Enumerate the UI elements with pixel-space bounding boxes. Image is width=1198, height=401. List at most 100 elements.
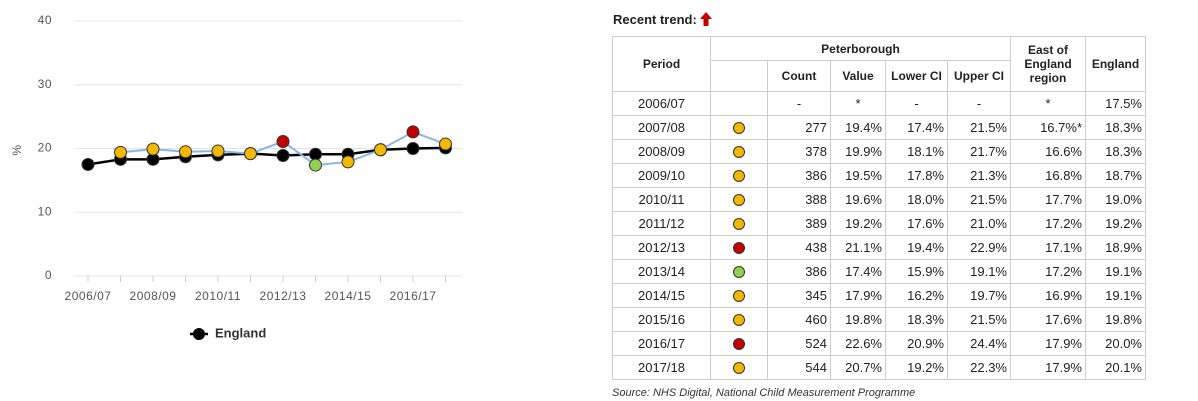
value-cell: 438 <box>767 235 831 260</box>
value-cell: 524 <box>767 331 831 356</box>
dot-cell <box>710 139 768 164</box>
value-cell: 17.4% <box>885 115 948 140</box>
value-cell: 21.3% <box>947 163 1011 188</box>
source: Source: NHS Digital, National Child Meas… <box>612 387 916 399</box>
value-cell: 389 <box>767 211 831 236</box>
table-row: 2014/15 345 17.9% 16.2% 19.7% 16.9% 19.1% <box>612 283 1146 308</box>
header-period: Period <box>612 36 711 92</box>
data-point <box>211 144 225 158</box>
dot-cell <box>710 283 768 308</box>
value-cell: 19.2% <box>885 355 948 380</box>
value-cell: * <box>830 91 886 116</box>
value-cell: 277 <box>767 115 831 140</box>
dot <box>733 194 745 207</box>
value-cell: 18.9% <box>1085 235 1146 260</box>
dot <box>733 266 745 279</box>
period-cell: 2011/12 <box>612 211 711 236</box>
trend-dot <box>733 146 745 159</box>
value-cell: 21.1% <box>830 235 886 260</box>
value-cell: 15.9% <box>885 259 948 284</box>
trend-dot <box>733 338 745 351</box>
legend-marker <box>193 328 205 340</box>
trend-dot <box>733 290 745 303</box>
value-cell: 16.8% <box>1010 163 1086 188</box>
table-row: 2007/08 277 19.4% 17.4% 21.5% 16.7%* 18.3% <box>612 115 1146 140</box>
x-tick-label: 2006/07 <box>65 289 112 303</box>
trend-dot <box>733 218 745 231</box>
value-cell: 18.3% <box>1085 139 1146 164</box>
header-group: Peterborough <box>710 36 1011 61</box>
value-cell: 19.2% <box>1085 211 1146 236</box>
value-cell: 20.7% <box>830 355 886 380</box>
value-cell: 345 <box>767 283 831 308</box>
value-cell: 16.2% <box>885 283 948 308</box>
value-cell: 20.0% <box>1085 331 1146 356</box>
value-cell: 20.9% <box>885 331 948 356</box>
value-cell: 19.8% <box>1085 307 1146 332</box>
period-cell: 2008/09 <box>612 139 711 164</box>
x-tick-label: 2014/15 <box>325 289 372 303</box>
value-cell: 20.1% <box>1085 355 1146 380</box>
dot-cell <box>710 211 768 236</box>
table-row: 2013/14 386 17.4% 15.9% 19.1% 17.2% 19.1% <box>612 259 1146 284</box>
value-cell: 17.2% <box>1010 259 1086 284</box>
period-cell: 2012/13 <box>612 235 711 260</box>
data-point <box>309 147 322 161</box>
value-cell: - <box>885 91 948 116</box>
value-cell: - <box>767 91 831 116</box>
data-point <box>439 137 452 151</box>
value-cell: 19.5% <box>830 163 886 188</box>
dot-cell <box>710 259 768 284</box>
y-axis-label: % <box>10 144 24 155</box>
legend-label: England <box>215 325 266 340</box>
value-cell: 21.5% <box>947 307 1011 332</box>
value-cell: 18.1% <box>885 139 948 164</box>
header-blank <box>710 60 768 92</box>
table-row: 2006/07- * - - * 17.5% <box>612 91 1146 116</box>
data-point <box>81 157 95 171</box>
header-sub: Lower CI <box>885 60 948 92</box>
value-cell: 17.9% <box>1010 355 1086 380</box>
trend-label: Recent trend: <box>613 12 713 27</box>
value-cell: 17.9% <box>1010 331 1086 356</box>
data-point <box>406 142 420 155</box>
dot <box>733 146 745 159</box>
data-table: Period Peterborough East of England regi… <box>612 36 1146 380</box>
value-cell: 19.9% <box>830 139 886 164</box>
table-row: 2009/10 386 19.5% 17.8% 21.3% 16.8% 18.7% <box>612 163 1146 188</box>
period-cell: 2017/18 <box>612 355 711 380</box>
period-cell: 2016/17 <box>612 331 711 356</box>
value-cell: 19.4% <box>885 235 948 260</box>
data-point <box>374 143 387 157</box>
period-cell: 2010/11 <box>612 187 711 212</box>
table-row: 2008/09 378 19.9% 18.1% 21.7% 16.6% 18.3% <box>612 139 1146 164</box>
value-cell: 19.0% <box>1085 187 1146 212</box>
period-cell: 2015/16 <box>612 307 711 332</box>
data-point <box>309 158 322 172</box>
data-point <box>406 125 420 139</box>
x-tick-label: 2012/13 <box>260 289 307 303</box>
chart: % 0 10 20 30 40 2006/07 2008/09 2010/11 2012/13 2… <box>10 13 462 340</box>
x-tick-label: 2008/09 <box>130 289 177 303</box>
value-cell: 386 <box>767 163 831 188</box>
trend-dot <box>733 242 745 255</box>
value-cell: 19.7% <box>947 283 1011 308</box>
dot-cell <box>710 355 768 380</box>
trend-arrow <box>700 12 713 26</box>
value-cell: * <box>1010 91 1086 116</box>
value-cell: 18.7% <box>1085 163 1146 188</box>
x-tick-label: 2010/11 <box>195 289 241 303</box>
value-cell: 24.4% <box>947 331 1011 356</box>
value-cell: 460 <box>767 307 831 332</box>
value-cell: 21.5% <box>947 115 1011 140</box>
value-cell: 21.0% <box>947 211 1011 236</box>
value-cell: 388 <box>767 187 831 212</box>
trend-dot <box>733 266 745 279</box>
dot-cell <box>710 235 768 260</box>
table-row: 2012/13 438 21.1% 19.4% 22.9% 17.1% 18.9% <box>612 235 1146 260</box>
dot-cell <box>710 163 768 188</box>
value-cell: 544 <box>767 355 831 380</box>
value-cell: 17.1% <box>1010 235 1086 260</box>
x-tick-label: 2016/17 <box>390 289 437 303</box>
value-cell: 378 <box>767 139 831 164</box>
